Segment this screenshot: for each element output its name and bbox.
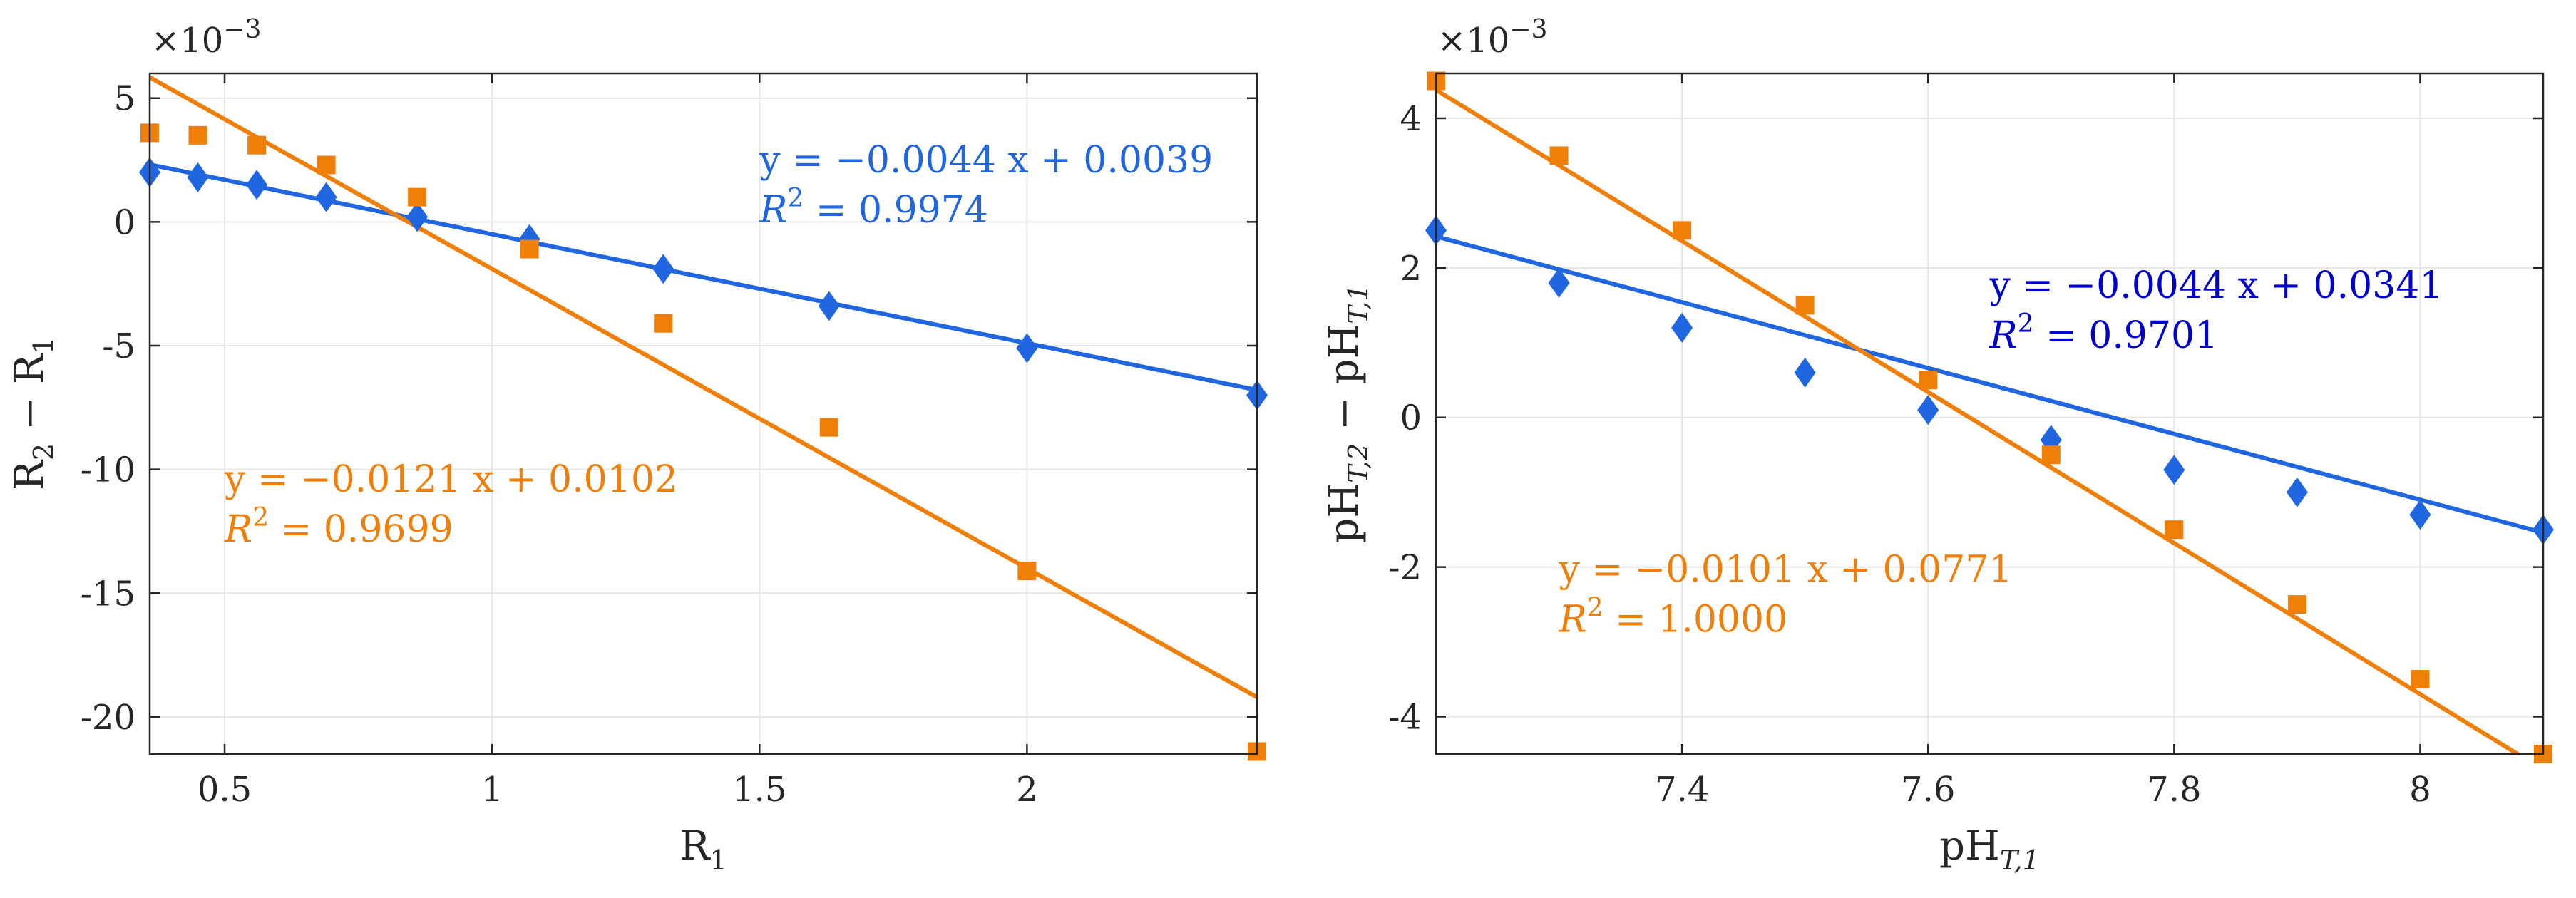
x-tick-label: 0.5: [197, 770, 252, 810]
axes-box: [1435, 72, 2545, 755]
data-point-blue: [246, 170, 268, 200]
data-point-orange: [2287, 595, 2306, 614]
r-squared-annotation_blue_right: R2 = 0.9701: [1989, 309, 2219, 357]
data-point-blue: [1917, 395, 1939, 425]
y-exponent-label: ×10−3: [151, 15, 261, 61]
data-point-orange: [1919, 371, 1938, 390]
y-tick-label: 0: [1400, 398, 1422, 438]
y-tick-label: 0: [113, 202, 135, 242]
data-point-blue: [1016, 333, 1038, 363]
r-squared-orange: R2 = 1.0000: [1559, 594, 1788, 641]
data-point-orange: [408, 187, 427, 207]
y-tick-label: -20: [81, 698, 135, 738]
y-axis-label: pHT,2 − pHT,1: [1321, 284, 1374, 544]
fit-equation-blue: y = −0.0044 x + 0.0039: [759, 139, 1213, 182]
data-point-orange: [2041, 445, 2061, 465]
data-point-orange: [654, 314, 673, 333]
x-tick-label: 7.8: [2147, 770, 2201, 810]
fit-line-blue: [1436, 234, 2543, 535]
x-axis-label: R1: [679, 823, 727, 876]
data-point-orange: [1017, 562, 1037, 581]
fit-equation-annotation_blue_right: y = −0.0044 x + 0.0341: [1989, 264, 2443, 307]
data-point-blue: [2163, 455, 2185, 485]
y-tick-label: 2: [1400, 249, 1422, 289]
x-tick-label: 2: [1016, 770, 1038, 810]
data-point-blue: [652, 254, 674, 284]
data-point-blue: [1794, 357, 1816, 388]
y-tick-label: -4: [1388, 698, 1422, 738]
data-point-blue: [1548, 267, 1570, 298]
x-tick-label: 8: [2409, 770, 2431, 810]
r-squared-blue: R2 = 0.9974: [759, 184, 988, 232]
data-point-blue: [2286, 477, 2308, 507]
data-point-blue: [1671, 312, 1693, 343]
data-point-blue: [818, 291, 840, 321]
data-point-orange: [819, 418, 838, 437]
x-tick-label: 1.5: [732, 770, 786, 810]
plot-area: [150, 73, 1257, 754]
data-point-orange: [2165, 520, 2184, 540]
data-point-orange: [520, 239, 539, 259]
x-tick-label: 7.6: [1901, 770, 1955, 810]
y-tick-label: 5: [113, 79, 135, 119]
data-point-orange: [1673, 221, 1692, 240]
data-point-orange: [317, 155, 336, 175]
data-point-blue: [2409, 500, 2431, 530]
plot-area: [1436, 73, 2543, 754]
data-point-blue: [315, 182, 337, 212]
data-point-blue: [187, 162, 209, 192]
right-chart-panel: 7.4 7.6 7.8 8 -4 -2 0 2 4 ×10−3 pHT,1 pHT,2 − pHT,1…: [1321, 15, 2554, 876]
x-tick-label: 7.4: [1655, 770, 1709, 810]
r-squared-orange: R2 = 0.9699: [224, 503, 453, 551]
plot-content: [150, 75, 1257, 699]
fit-line-orange: [150, 75, 1257, 699]
x-axis-label: pHT,1: [1939, 823, 2040, 876]
fit-line-blue: [150, 162, 1257, 393]
fit-equation-orange: y = −0.0101 x + 0.0771: [1559, 549, 2013, 592]
data-point-orange: [1795, 296, 1815, 315]
fit-line-orange: [1436, 88, 2522, 754]
fit-equation-orange: y = −0.0121 x + 0.0102: [224, 458, 678, 501]
data-point-orange: [247, 135, 267, 155]
data-point-blue: [406, 202, 429, 232]
y-tick-label: 4: [1400, 99, 1422, 139]
left-chart-panel: 0.5 1 1.5 2 -20 -15 -10 -5 0 5 ×10−3 R1 R2 − R1 y = −…: [6, 15, 1268, 876]
data-point-orange: [188, 125, 207, 145]
data-point-orange: [1549, 146, 1569, 165]
axes-box: [148, 72, 1258, 755]
y-tick-label: -15: [81, 574, 135, 614]
y-tick-label: -2: [1388, 548, 1422, 588]
y-exponent-label: ×10−3: [1437, 15, 1547, 61]
x-tick-label: 1: [481, 770, 503, 810]
y-tick-label: -10: [81, 450, 135, 490]
y-axis-label: R2 − R1: [6, 337, 59, 490]
y-tick-label: -5: [102, 326, 135, 366]
plot-content: [1436, 88, 2543, 754]
data-point-orange: [2411, 670, 2430, 689]
